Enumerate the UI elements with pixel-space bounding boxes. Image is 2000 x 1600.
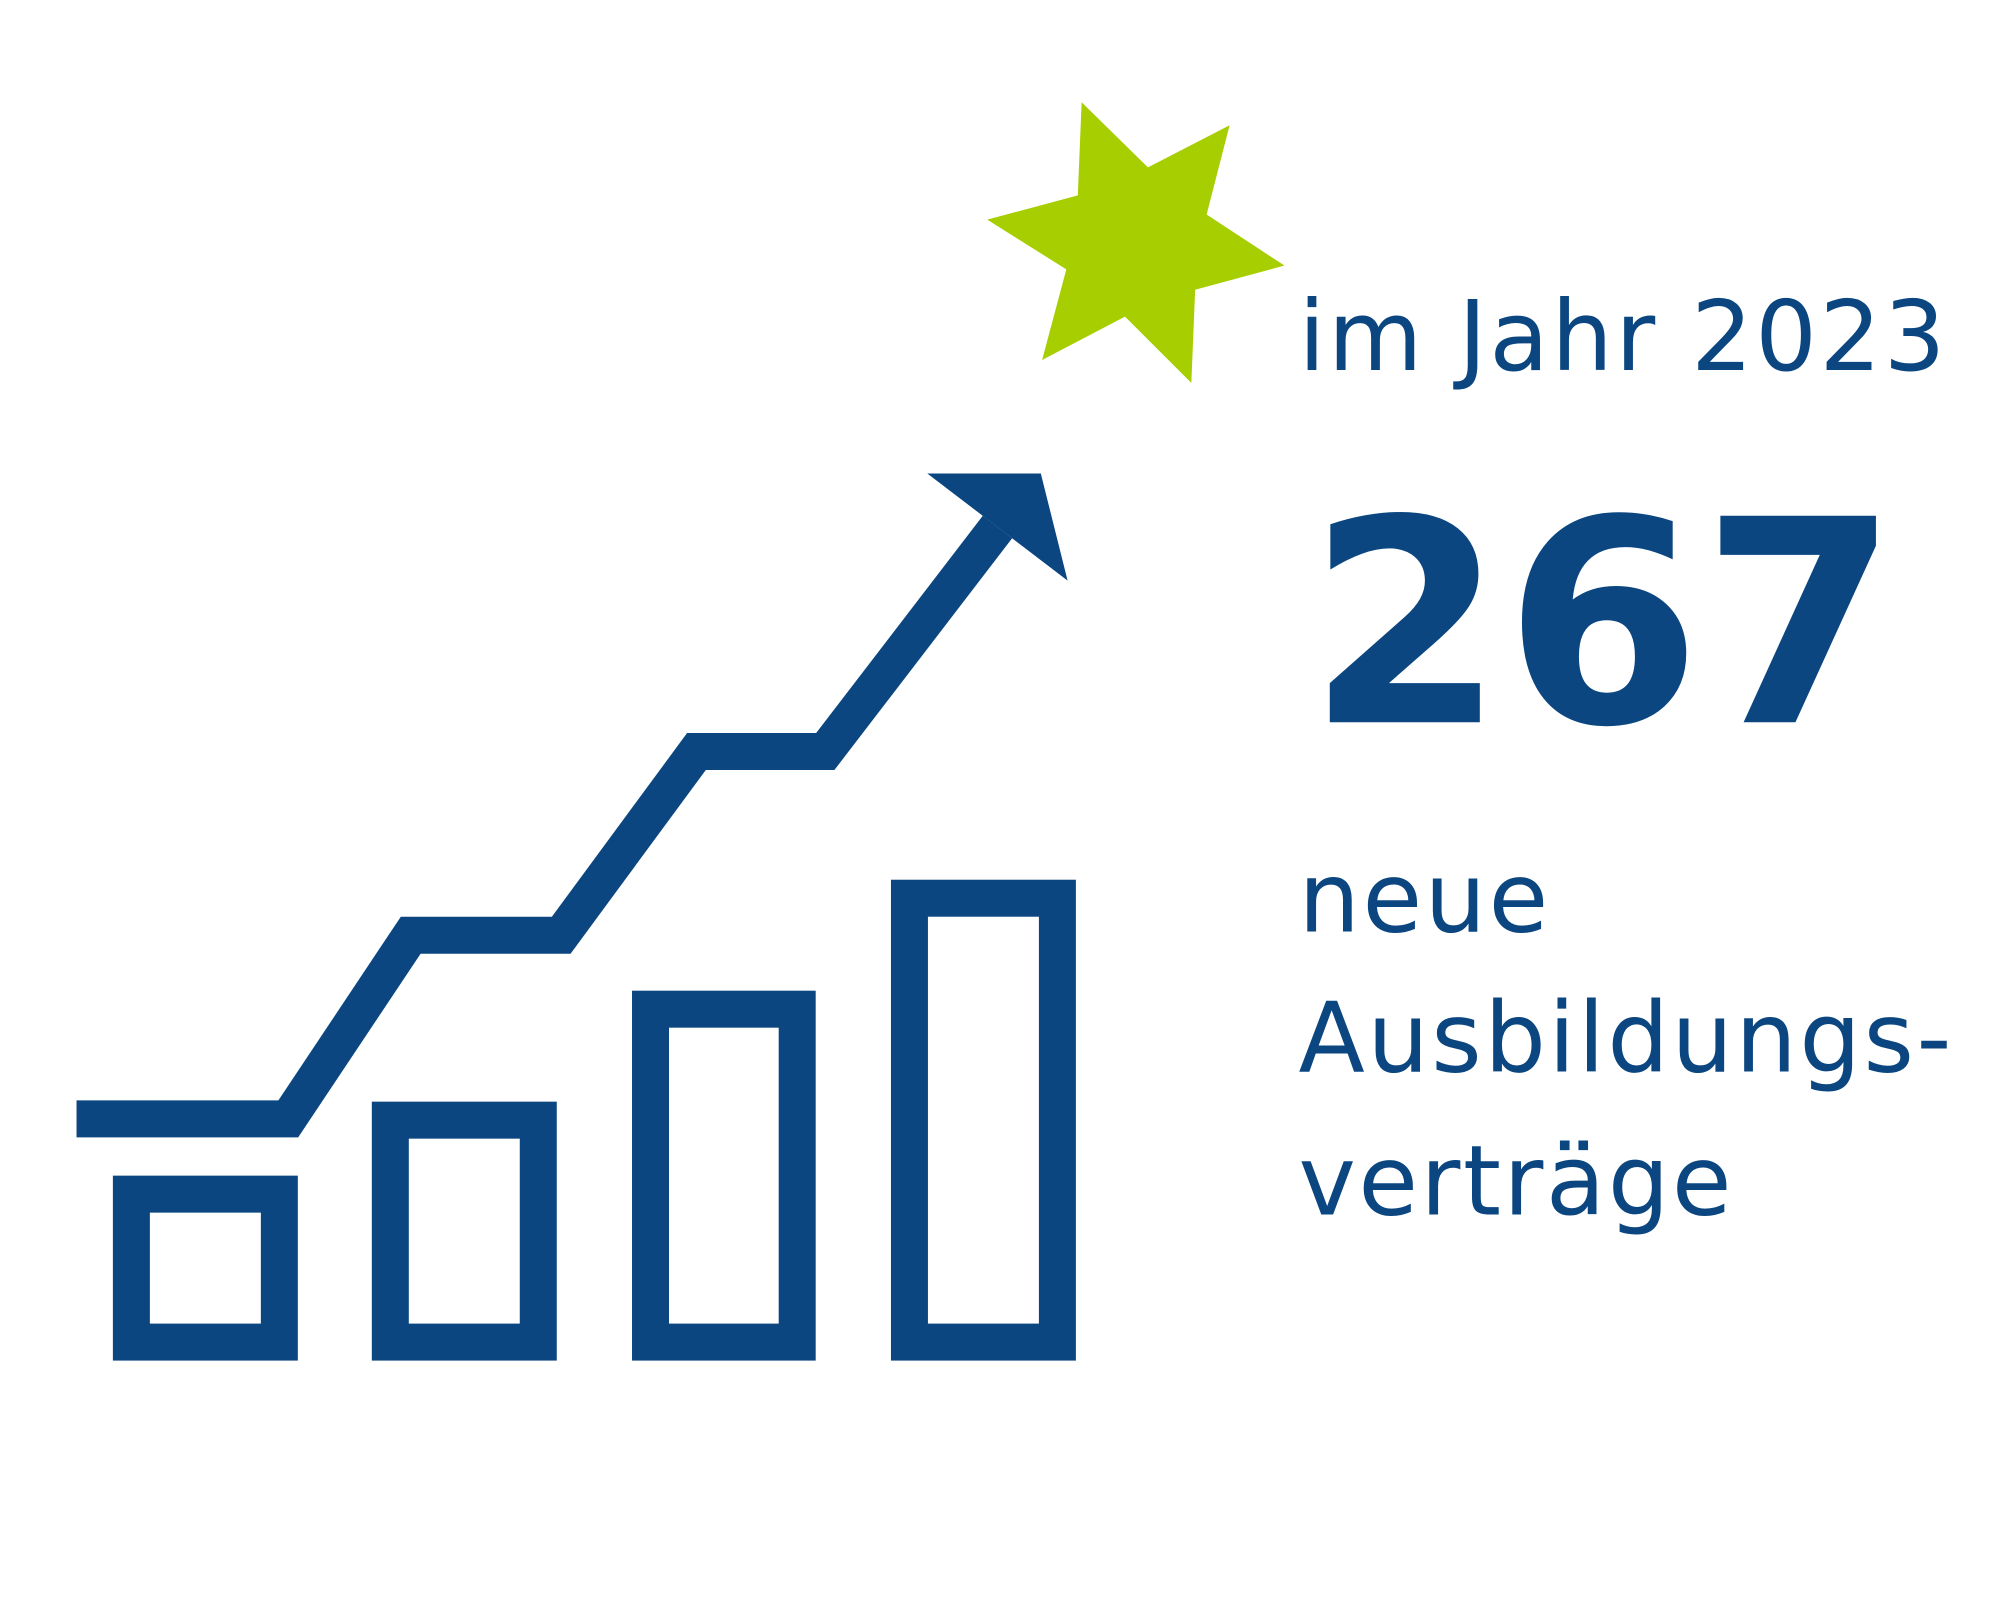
growth-icon	[76, 515, 1076, 1361]
star	[987, 102, 1285, 383]
stat-label: Ausbildungs-	[1298, 982, 1954, 1095]
icon-bar	[112, 1175, 298, 1361]
icon-bar	[632, 990, 816, 1361]
year-text: im Jahr 2023	[1298, 280, 1947, 393]
icon-bar	[371, 1101, 557, 1361]
stat-label: verträge	[1298, 1125, 1734, 1238]
stat-value: 267	[1307, 459, 1898, 789]
trend-line	[76, 515, 1013, 1138]
icon-bar	[890, 879, 1076, 1361]
stat-label: neue	[1298, 841, 1550, 954]
arrow-head	[927, 473, 1068, 581]
